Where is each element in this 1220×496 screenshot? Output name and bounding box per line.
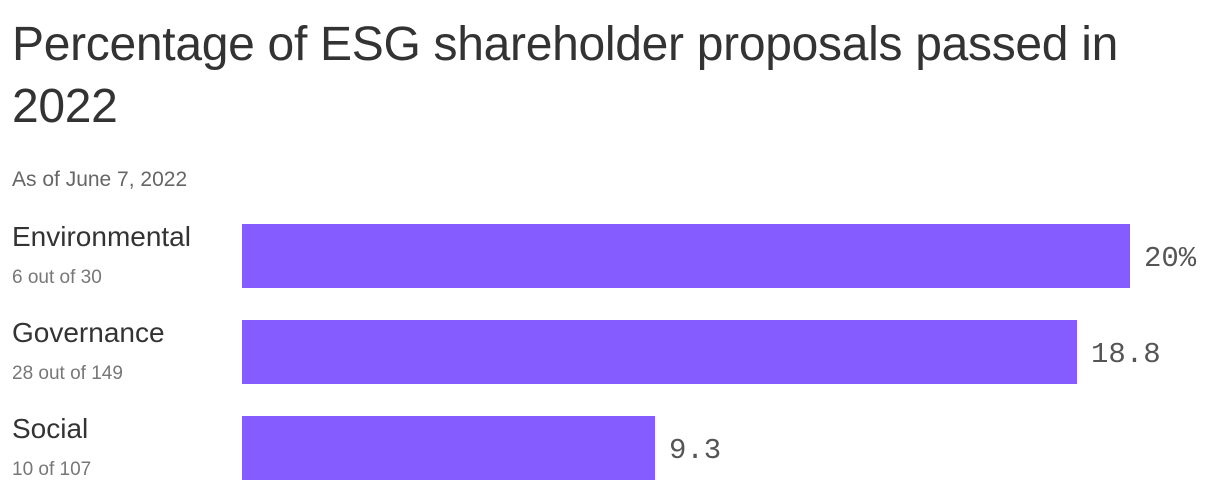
chart-subtitle: As of June 7, 2022 [12, 168, 188, 191]
bar [242, 224, 1130, 288]
category-label: Environmental [12, 221, 191, 252]
category-note: 28 out of 149 [12, 363, 123, 384]
bar [242, 416, 655, 480]
bar [242, 320, 1077, 384]
value-label: 18.8 [1091, 338, 1161, 371]
bar-row: Social 10 of 107 9.3 [12, 413, 721, 480]
bar-row: Governance 28 out of 149 18.8 [12, 317, 1161, 384]
category-label: Governance [12, 317, 165, 348]
category-note: 6 out of 30 [12, 267, 102, 288]
category-label: Social [12, 413, 88, 444]
category-note: 10 of 107 [12, 459, 91, 480]
chart-title: Percentage of ESG shareholder proposals … [12, 18, 1118, 133]
bar-row: Environmental 6 out of 30 20% [12, 221, 1197, 288]
value-label: 20% [1144, 242, 1197, 275]
value-label: 9.3 [669, 434, 721, 467]
